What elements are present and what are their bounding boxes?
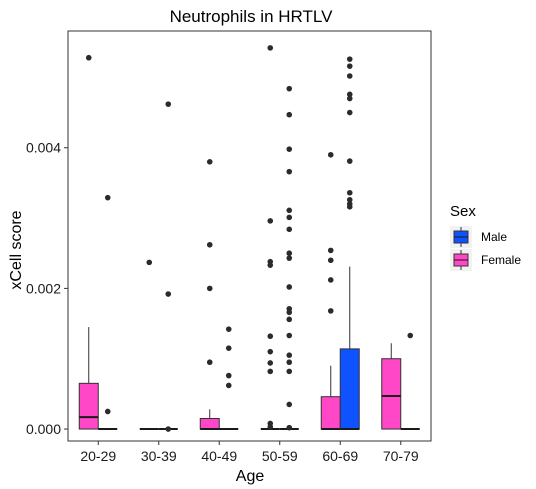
box-body bbox=[381, 358, 402, 430]
outlier-point bbox=[225, 345, 232, 351]
y-tick-label: 0.004 bbox=[26, 140, 61, 156]
outlier-point bbox=[286, 401, 293, 408]
outlier-point bbox=[286, 424, 293, 431]
outlier-point bbox=[346, 56, 353, 62]
legend-title: Sex bbox=[450, 203, 476, 220]
outlier-point bbox=[346, 204, 353, 210]
x-tick-label: 30-39 bbox=[141, 448, 177, 464]
x-axis-title: Age bbox=[236, 468, 265, 485]
outlier-point bbox=[286, 332, 293, 339]
outlier-point bbox=[286, 207, 293, 214]
outlier-point bbox=[267, 262, 274, 268]
plot-panel bbox=[67, 30, 432, 442]
outlier-point bbox=[346, 73, 353, 79]
outlier-point bbox=[346, 196, 353, 203]
y-tick-label: 0.002 bbox=[26, 280, 61, 296]
outlier-point bbox=[286, 255, 293, 261]
outlier-point bbox=[225, 372, 232, 379]
box-body bbox=[320, 396, 341, 430]
box-layer bbox=[78, 266, 420, 431]
outlier-point bbox=[286, 85, 293, 92]
legend-key-male bbox=[450, 226, 472, 248]
outlier-point bbox=[286, 146, 293, 152]
x-tick-label: 70-79 bbox=[383, 448, 419, 464]
outlier-point bbox=[286, 168, 293, 175]
outlier-point bbox=[327, 151, 334, 158]
outlier-point bbox=[286, 111, 293, 118]
outlier-point bbox=[267, 333, 274, 340]
outlier-point bbox=[327, 277, 334, 283]
outlier-point bbox=[346, 189, 353, 196]
outlier-point bbox=[206, 285, 213, 292]
outlier-point bbox=[206, 241, 213, 248]
outlier-point bbox=[206, 159, 213, 165]
box-female-40-49 bbox=[199, 409, 220, 431]
outlier-point bbox=[286, 316, 293, 323]
outlier-point bbox=[225, 326, 232, 332]
outlier-point bbox=[267, 368, 274, 375]
outlier-point bbox=[286, 359, 293, 366]
outlier-point bbox=[267, 360, 274, 366]
outlier-point bbox=[286, 368, 293, 375]
box-female-70-79 bbox=[381, 343, 402, 430]
outlier-point bbox=[286, 226, 293, 233]
outlier-point bbox=[407, 332, 414, 339]
x-tick-label: 50-59 bbox=[262, 448, 298, 464]
outlier-point bbox=[267, 45, 274, 51]
outlier-point bbox=[286, 250, 293, 257]
box-body bbox=[339, 348, 360, 430]
x-tick-label: 60-69 bbox=[322, 448, 358, 464]
outlier-point bbox=[346, 158, 353, 164]
outlier-layer bbox=[85, 45, 414, 432]
outlier-point bbox=[206, 359, 213, 366]
outlier-point bbox=[146, 259, 153, 266]
box-female-60-69 bbox=[320, 365, 341, 431]
legend: Sex Male Female bbox=[450, 203, 521, 271]
outlier-point bbox=[286, 352, 293, 359]
x-tick-label: 40-49 bbox=[201, 448, 237, 464]
outlier-point bbox=[267, 218, 274, 224]
outlier-point bbox=[346, 109, 353, 116]
outlier-point bbox=[267, 348, 274, 355]
outlier-point bbox=[165, 101, 172, 107]
box-body bbox=[199, 417, 220, 430]
outlier-point bbox=[327, 308, 334, 314]
outlier-point bbox=[165, 426, 172, 432]
outlier-point bbox=[165, 291, 172, 297]
chart-title: Neutrophils in HRTLV bbox=[170, 7, 333, 26]
box-female-20-29 bbox=[78, 327, 99, 430]
legend-label-male: Male bbox=[481, 230, 507, 244]
outlier-point bbox=[104, 194, 111, 201]
y-axis: 0.000 0.002 0.004 bbox=[26, 140, 68, 437]
outlier-point bbox=[327, 257, 334, 264]
outlier-point bbox=[85, 54, 92, 61]
legend-label-female: Female bbox=[481, 253, 521, 267]
outlier-point bbox=[346, 91, 353, 98]
y-tick-label: 0.000 bbox=[26, 421, 61, 437]
y-axis-title: xCell score bbox=[8, 210, 25, 289]
outlier-point bbox=[286, 309, 293, 316]
outlier-point bbox=[104, 408, 111, 415]
outlier-point bbox=[267, 424, 274, 430]
x-axis: 20-29 30-39 40-49 50-59 60-69 70-79 bbox=[80, 441, 419, 464]
box-male-60-69 bbox=[339, 266, 360, 431]
box-body bbox=[78, 382, 99, 430]
x-tick-label: 20-29 bbox=[80, 448, 116, 464]
legend-key-female bbox=[450, 249, 472, 271]
outlier-point bbox=[225, 382, 232, 389]
outlier-point bbox=[286, 284, 293, 290]
outlier-point bbox=[286, 214, 293, 221]
outlier-point bbox=[346, 63, 353, 69]
outlier-point bbox=[327, 247, 334, 254]
outlier-point bbox=[346, 95, 353, 102]
